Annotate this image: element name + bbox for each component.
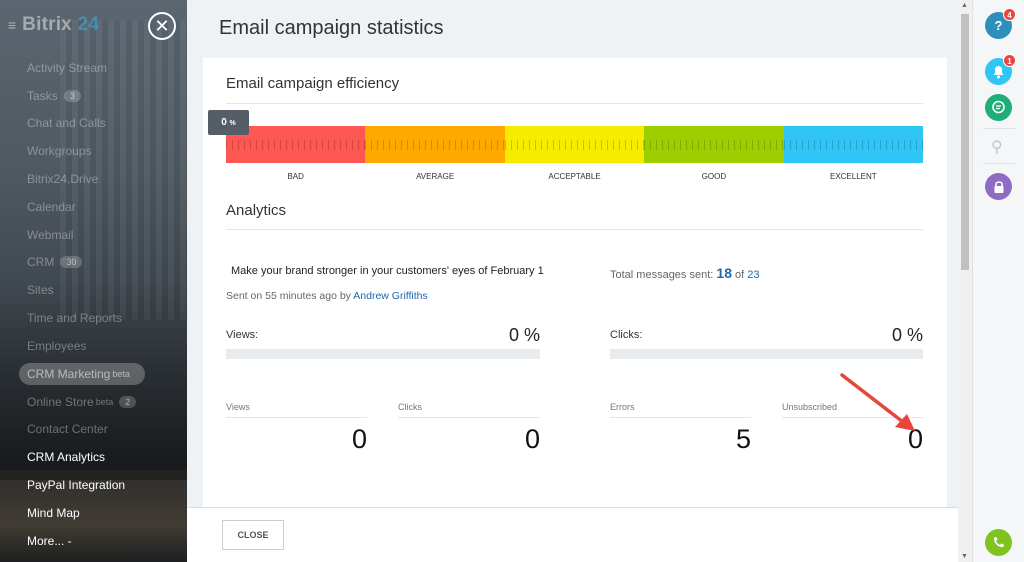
divider: [782, 417, 923, 418]
mini-unsubscribed-label: Unsubscribed: [782, 402, 838, 412]
scale-segment-excellent: [783, 126, 924, 163]
stats-card: Email campaign efficiency 0 % BAD AVERAGE…: [203, 58, 947, 518]
scale-label-good: GOOD: [701, 172, 727, 181]
phone-icon: [993, 537, 1004, 548]
scale-label-acceptable: ACCEPTABLE: [548, 172, 601, 181]
sidebar-item-activity-stream[interactable]: Activity Stream: [27, 60, 108, 75]
scale-segment-average: [365, 126, 505, 163]
sidebar-item-crm-marketing[interactable]: CRM Marketing beta: [19, 362, 145, 385]
sidebar-item-workgroups[interactable]: Workgroups: [27, 144, 92, 159]
sidebar-item-time-reports[interactable]: Time and Reports: [27, 311, 122, 326]
scrollbar[interactable]: ▲ ▼: [958, 0, 972, 562]
divider: [226, 103, 923, 104]
divider: [226, 417, 367, 418]
mini-views-value: 0: [351, 424, 367, 454]
menu-icon[interactable]: ≡: [8, 17, 17, 33]
footer-bar: CLOSE: [187, 507, 958, 562]
logo[interactable]: ≡ Bitrix 24: [8, 14, 99, 36]
sidebar-item-online-store[interactable]: Online Store beta 2: [0, 388, 187, 416]
background-building: [60, 20, 187, 320]
sidebar-item-crm[interactable]: CRM 30: [0, 249, 187, 277]
mini-clicks-label: Clicks: [398, 402, 422, 412]
mini-clicks-value: 0: [524, 424, 540, 454]
scroll-up-icon[interactable]: ▲: [961, 2, 968, 9]
efficiency-pointer: 0 %: [208, 110, 249, 135]
notifications-badge: 1: [1003, 54, 1016, 67]
lock-button[interactable]: [985, 173, 1012, 200]
views-progress-bar: [226, 349, 540, 359]
mini-errors-value: 5: [735, 424, 751, 454]
left-sidebar: ≡ Bitrix 24 ✕ Activity Stream Tasks 3 Cha…: [0, 0, 187, 562]
bell-icon: [993, 65, 1004, 78]
sidebar-item-webmail[interactable]: Webmail: [27, 227, 74, 242]
sidebar-item-more[interactable]: More... -: [27, 533, 72, 548]
call-button[interactable]: [985, 529, 1012, 556]
beta-tag: beta: [112, 368, 130, 379]
close-slider-button[interactable]: ✕: [148, 12, 176, 40]
background-shade: [0, 280, 187, 480]
logo-text: Bitrix 24: [22, 14, 99, 35]
sidebar-menu: Activity Stream Tasks 3 Chat and Calls Wo…: [0, 54, 187, 555]
sidebar-item-sites[interactable]: Sites: [27, 283, 54, 298]
annotation-arrow-icon: [840, 373, 915, 431]
slider-panel: Email campaign statistics Email campaign…: [187, 0, 972, 562]
efficiency-title: Email campaign efficiency: [226, 75, 400, 92]
scroll-down-icon[interactable]: ▼: [961, 553, 968, 560]
efficiency-scale: [226, 126, 924, 163]
sidebar-item-crm-analytics[interactable]: CRM Analytics: [27, 450, 106, 465]
divider: [226, 229, 923, 230]
help-badge: 4: [1003, 8, 1016, 21]
right-toolbar: ? 4 1 ⚲: [972, 0, 1024, 562]
divider: [983, 163, 1015, 164]
clicks-progress-bar: [610, 349, 923, 359]
sidebar-item-chat[interactable]: Chat and Calls: [27, 116, 106, 131]
clicks-percent: 0 %: [891, 325, 923, 345]
sent-info: Sent on 55 minutes ago by Andrew Griffit…: [226, 290, 428, 302]
chat-icon: [992, 100, 1005, 114]
scale-segment-good: [644, 126, 784, 163]
mini-errors-label: Errors: [610, 402, 635, 412]
author-link[interactable]: Andrew Griffiths: [353, 290, 428, 302]
help-button[interactable]: ? 4: [985, 8, 1016, 39]
counter-badge: 2: [119, 395, 137, 408]
analytics-title: Analytics: [226, 202, 287, 219]
divider: [398, 417, 540, 418]
sidebar-item-drive[interactable]: Bitrix24.Drive: [27, 172, 99, 187]
scrollbar-thumb[interactable]: [961, 14, 969, 270]
help-icon: ?: [994, 18, 1003, 33]
search-icon[interactable]: ⚲: [991, 139, 1003, 156]
sidebar-item-mind-map[interactable]: Mind Map: [27, 505, 80, 520]
page-title: Email campaign statistics: [219, 17, 444, 39]
total-count-link[interactable]: 23: [747, 269, 760, 281]
mini-views-label: Views: [226, 402, 250, 412]
notifications-button[interactable]: 1: [985, 54, 1016, 85]
beta-tag: beta: [95, 396, 114, 407]
sent-count-link[interactable]: 18: [716, 265, 732, 281]
scale-segment-acceptable: [504, 126, 645, 163]
efficiency-scale-labels: BAD AVERAGE ACCEPTABLE GOOD EXCELLENT: [226, 172, 923, 181]
lock-icon: [994, 180, 1003, 193]
close-button[interactable]: CLOSE: [222, 520, 284, 550]
background-lights: [0, 470, 187, 562]
sidebar-item-tasks[interactable]: Tasks 3: [0, 82, 187, 110]
counter-badge: 3: [63, 89, 81, 102]
views-percent: 0 %: [508, 325, 540, 345]
divider: [610, 417, 751, 418]
sidebar-item-employees[interactable]: Employees: [27, 338, 87, 353]
sidebar-item-contact-center[interactable]: Contact Center: [27, 422, 108, 437]
scale-segment-bad: [226, 126, 366, 163]
views-label: Views:: [226, 329, 259, 341]
sidebar-item-calendar[interactable]: Calendar: [27, 199, 76, 214]
clicks-label: Clicks:: [610, 329, 643, 341]
scale-label-average: AVERAGE: [416, 172, 455, 181]
sidebar-item-paypal[interactable]: PayPal Integration: [27, 478, 126, 493]
campaign-subject: Make your brand stronger in your custome…: [231, 265, 544, 277]
divider: [983, 128, 1015, 129]
scale-label-excellent: EXCELLENT: [829, 172, 877, 181]
messenger-button[interactable]: [985, 94, 1012, 121]
total-sent: Total messages sent: 18 of 23: [610, 265, 760, 281]
scale-label-bad: BAD: [287, 172, 304, 181]
mini-unsubscribed-value: 0: [907, 424, 923, 454]
counter-badge: 30: [60, 256, 83, 269]
